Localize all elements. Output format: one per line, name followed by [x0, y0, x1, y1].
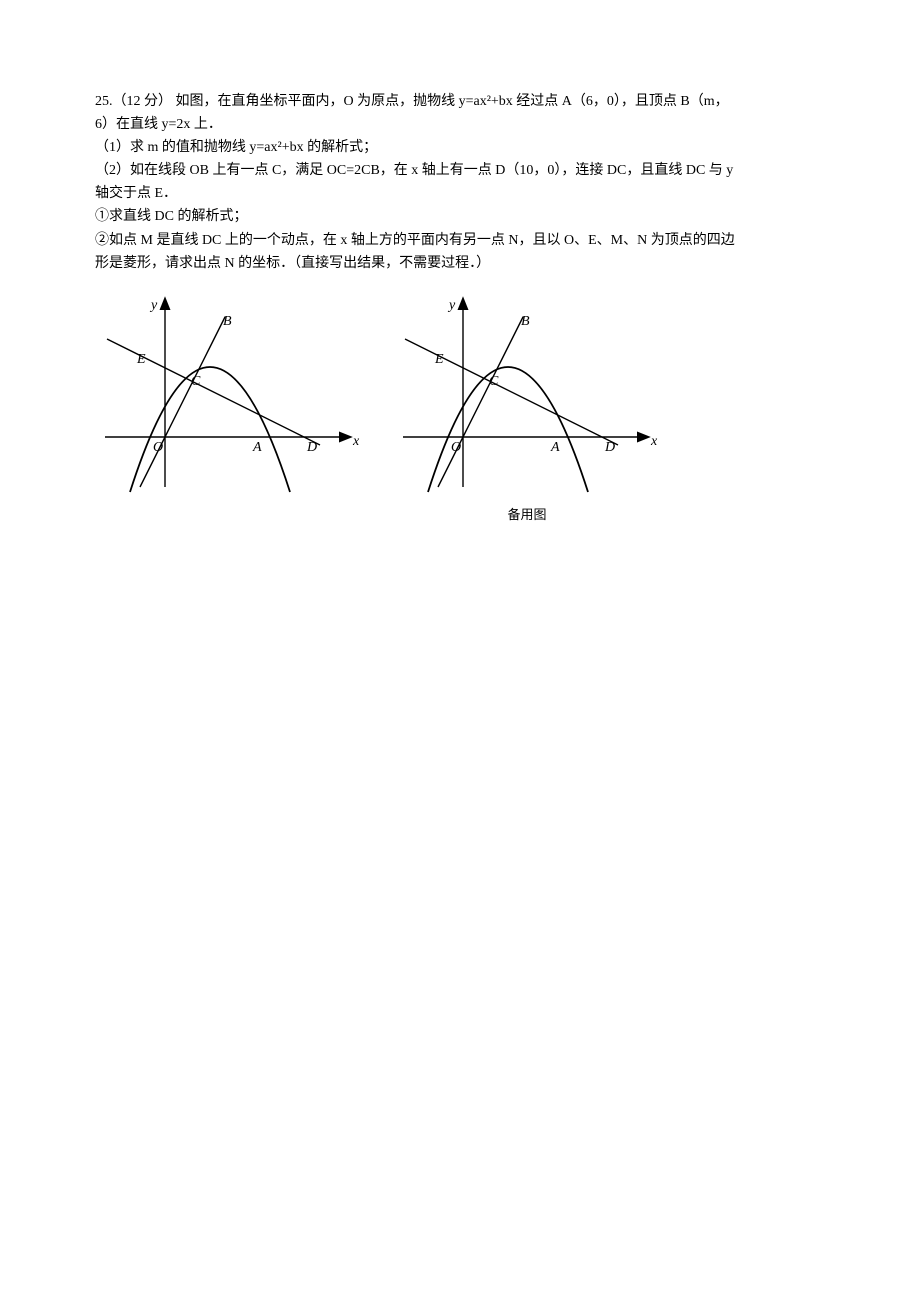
label-A: A — [252, 440, 262, 455]
label-A: A — [550, 440, 560, 455]
line-ob — [140, 317, 225, 487]
figures-row: y x O A D B E C y x — [95, 287, 825, 525]
label-O: O — [451, 440, 461, 455]
figure-main: y x O A D B E C — [95, 287, 363, 525]
label-B: B — [223, 314, 232, 329]
problem-line-3: （1）求 m 的值和抛物线 y=ax²+bx 的解析式； — [95, 136, 825, 159]
problem-line-8: 形是菱形，请求出点 N 的坐标．（直接写出结果，不需要过程．） — [95, 252, 825, 275]
label-x: x — [650, 434, 658, 449]
label-y: y — [447, 298, 456, 313]
problem-line-5: 轴交于点 E． — [95, 182, 825, 205]
figure-backup-svg: y x O A D B E C — [393, 287, 661, 502]
label-O: O — [153, 440, 163, 455]
problem-line-4: （2）如在线段 OB 上有一点 C，满足 OC=2CB，在 x 轴上有一点 D（… — [95, 159, 825, 182]
problem-line-7: ②如点 M 是直线 DC 上的一个动点，在 x 轴上方的平面内有另一点 N，且以… — [95, 229, 825, 252]
problem-line-1: 25.（12 分） 如图，在直角坐标平面内，O 为原点，抛物线 y=ax²+bx… — [95, 90, 825, 113]
figure-main-svg: y x O A D B E C — [95, 287, 363, 502]
label-B: B — [521, 314, 530, 329]
problem-line-6: ①求直线 DC 的解析式； — [95, 205, 825, 228]
problem-line-2: 6）在直线 y=2x 上． — [95, 113, 825, 136]
label-E: E — [136, 352, 146, 367]
label-x: x — [352, 434, 360, 449]
label-C: C — [191, 374, 201, 389]
problem-text: 25.（12 分） 如图，在直角坐标平面内，O 为原点，抛物线 y=ax²+bx… — [95, 90, 825, 275]
parabola — [130, 367, 290, 492]
label-D: D — [306, 440, 317, 455]
label-E: E — [434, 352, 444, 367]
parabola — [428, 367, 588, 492]
line-ob — [438, 317, 523, 487]
label-C: C — [489, 374, 499, 389]
figure-backup-caption: 备用图 — [507, 504, 546, 525]
figure-backup: y x O A D B E C 备用图 — [393, 287, 661, 525]
label-y: y — [149, 298, 158, 313]
label-D: D — [604, 440, 615, 455]
